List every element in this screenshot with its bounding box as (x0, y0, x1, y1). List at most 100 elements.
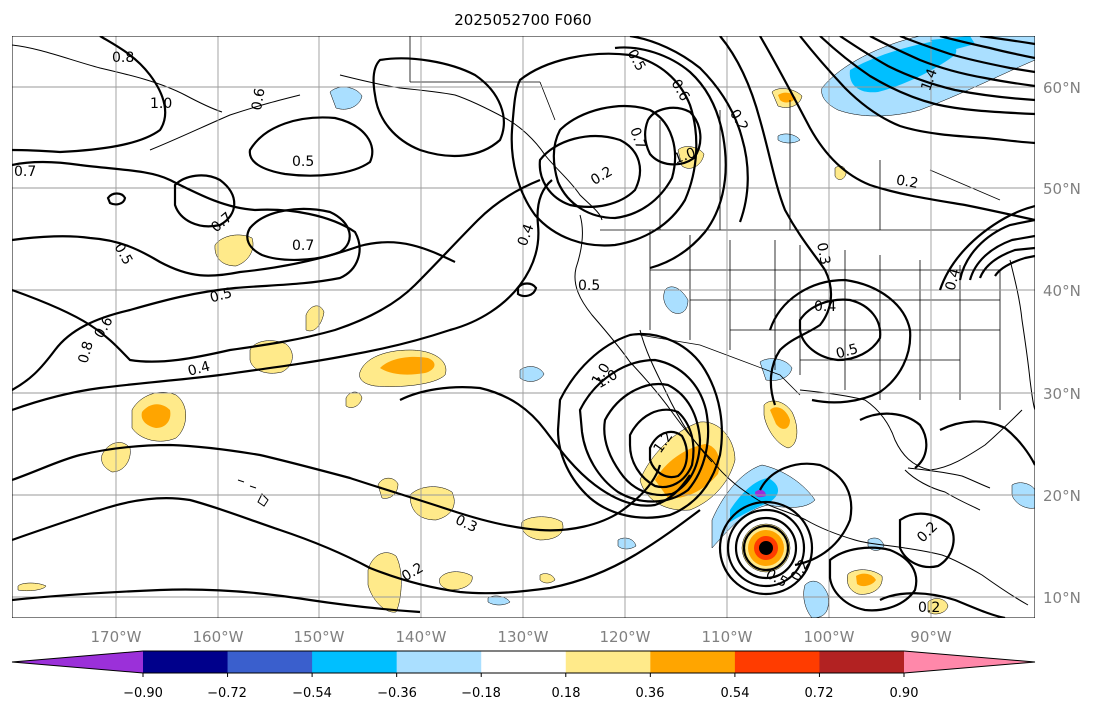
contour-label: 0.4 (186, 359, 212, 380)
contour-line (899, 36, 1035, 74)
contour-label: 0.7 (626, 125, 649, 151)
contour-line (12, 160, 361, 391)
lat-tick-label: 60°N (1043, 79, 1081, 97)
cuba-coast (907, 467, 991, 489)
contour-line (939, 420, 1035, 466)
contour-line (173, 174, 236, 228)
contour-line (516, 282, 538, 298)
lat-tick-label: 30°N (1043, 385, 1081, 403)
colorbar-segment (312, 651, 398, 673)
colorbar-tick-label: −0.36 (377, 686, 417, 701)
colorbar-segment (565, 651, 651, 673)
colorbar-segment (819, 651, 905, 673)
contour-line (628, 408, 695, 489)
contour-line (759, 36, 1035, 222)
contour-label: 0.5 (292, 154, 314, 170)
lat-tick-label: 20°N (1043, 487, 1081, 505)
contour-label: 0.7 (14, 164, 36, 180)
colorbar (11, 650, 1036, 677)
lat-tick-label: 40°N (1043, 282, 1081, 300)
us-mexico-border (639, 334, 801, 396)
contour-line (578, 358, 710, 503)
contour-ring (734, 516, 798, 580)
shade-yellow-region (17, 582, 47, 592)
contour-label: 0.5 (578, 278, 600, 294)
shade-yellow-region (927, 598, 949, 615)
contour-line (12, 443, 662, 532)
contour-line (979, 36, 1035, 46)
colorbar-extend-min (12, 651, 143, 673)
shade-orange-region (770, 407, 790, 429)
shade-black-cyclone-core (759, 541, 773, 555)
contour-label: 0.4 (814, 299, 836, 315)
shade-yellow-region (539, 573, 556, 584)
shade-lightblue-region (821, 36, 1035, 117)
colorbar-segment (481, 651, 567, 673)
colorbar-segment (227, 651, 313, 673)
longitude-axis-labels: 170°W 160°W 150°W 140°W 130°W 120°W 110°… (91, 628, 952, 646)
colorbar-segment (650, 651, 736, 673)
lon-tick-label: 160°W (193, 628, 244, 646)
contour-label: 0.2 (918, 600, 940, 616)
shade-yellow-region (439, 571, 473, 591)
contour-line (556, 332, 723, 519)
shade-lightblue-region (519, 366, 545, 382)
lon-tick-label: 150°W (294, 628, 345, 646)
contour-line (12, 235, 456, 277)
shade-orange-region (141, 404, 171, 428)
colorbar-tick-label: 0.54 (721, 686, 750, 701)
contour-label: 0.8 (112, 50, 134, 66)
colorbar-tick-label: 0.36 (636, 686, 665, 701)
contour-line (12, 179, 553, 412)
contour-label: 0.2 (895, 172, 920, 192)
contour-line (799, 36, 1035, 145)
shade-lightblue-region (777, 133, 801, 144)
contour-line (648, 430, 688, 479)
hawaii-islands (237, 479, 269, 507)
shade-lightblue-region (617, 537, 637, 550)
contour-line (12, 496, 701, 595)
coastlines (12, 44, 1035, 606)
contour-line (12, 178, 541, 363)
contour-line (399, 386, 691, 507)
contour-line (828, 546, 918, 612)
shade-orange-region (856, 573, 876, 587)
lon-tick-label: 170°W (91, 628, 142, 646)
colorbar-segment (734, 651, 820, 673)
lon-tick-label: 120°W (600, 628, 651, 646)
contour-line (248, 116, 374, 177)
shade-lightblue-region (487, 595, 511, 606)
gulf-of-mexico-coast (799, 389, 1023, 511)
contour-ring (742, 524, 790, 572)
contour-label: 0.5 (208, 285, 234, 306)
contour-label: 0.6 (249, 87, 269, 112)
contour-label: 0.3 (813, 241, 833, 266)
colorbar-tick-labels: −0.90 −0.72 −0.54 −0.36 −0.18 0.18 0.36 … (123, 686, 918, 701)
shade-lightblue-region (803, 580, 829, 618)
contour-line (644, 106, 702, 166)
colorbar-tick-label: 0.18 (552, 686, 581, 701)
north-america-west-coast (574, 214, 1029, 606)
contour-line (938, 204, 1035, 291)
contour-line (768, 278, 912, 404)
contour-label: 0.5 (834, 341, 860, 362)
contour-line (759, 462, 853, 567)
colorbar-tick-label: −0.72 (207, 686, 247, 701)
contour-line (819, 36, 1035, 116)
shade-lightblue-region (759, 358, 793, 381)
map-panel: 0.8 1.0 0.6 0.5 0.7 0.5 0.7 0.7 0.5 0.5 … (12, 36, 1035, 618)
contour-line (12, 588, 421, 614)
colorbar-tick-label: −0.54 (292, 686, 332, 701)
contour-line (958, 218, 1035, 281)
contour-line (603, 382, 702, 497)
contour-label: 0.4 (943, 267, 964, 293)
contour-ring (718, 500, 814, 596)
lon-tick-label: 100°W (804, 628, 855, 646)
contour-line (898, 512, 955, 569)
shade-yellow-region (214, 234, 254, 267)
latitude-axis-labels: 60°N 50°N 40°N 30°N 20°N 10°N (1043, 79, 1081, 607)
contour-ring (726, 508, 806, 588)
colorbar-extend-max (904, 651, 1035, 673)
lon-tick-label: 130°W (498, 628, 549, 646)
